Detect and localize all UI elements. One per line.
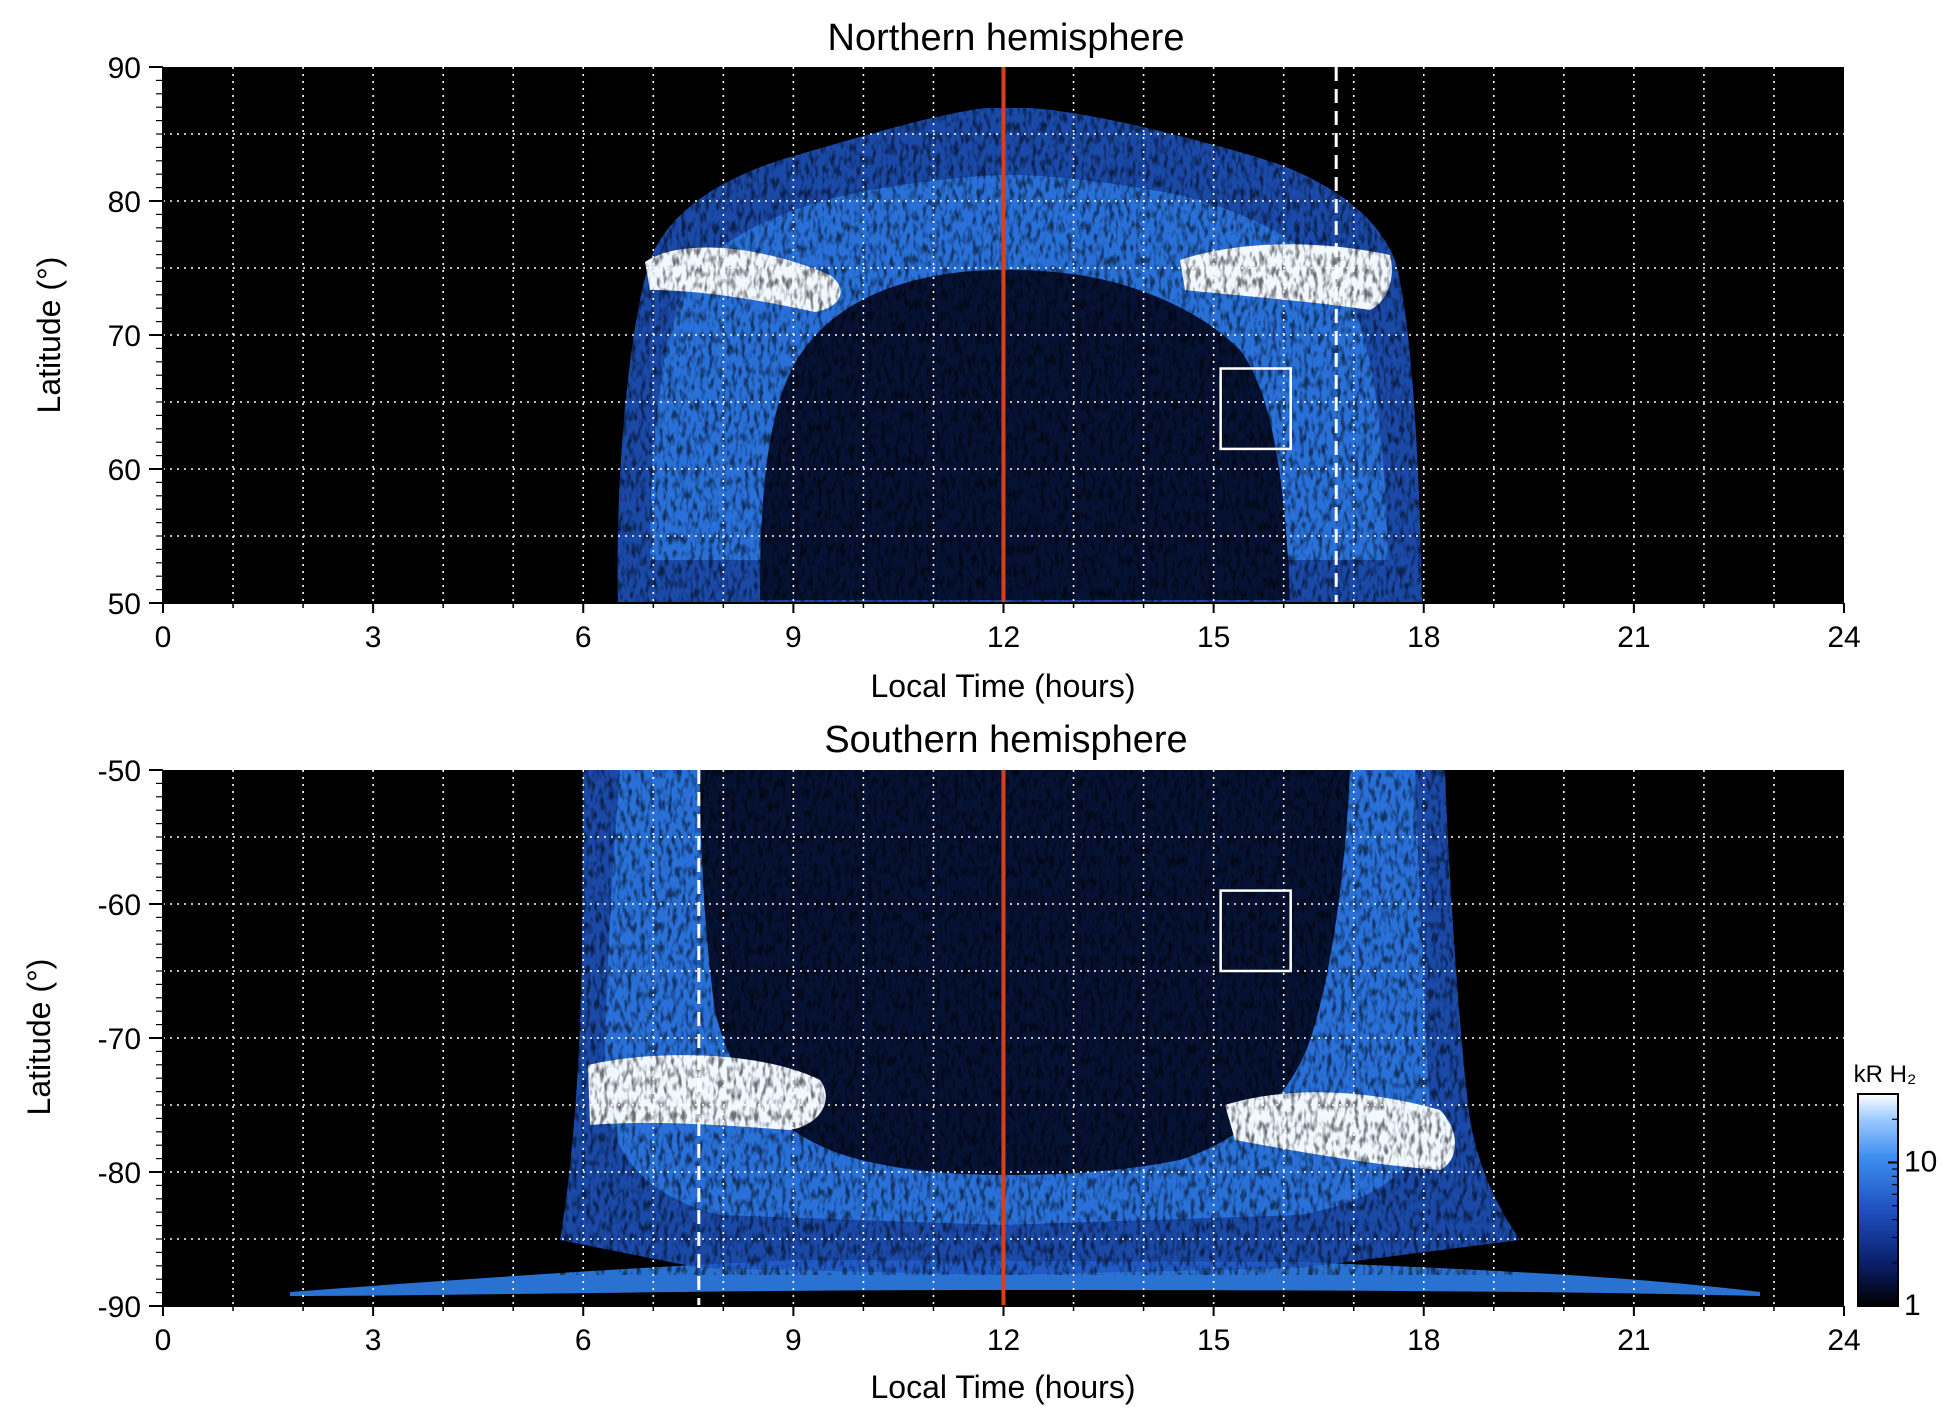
x-tick-label: 15 — [1197, 621, 1230, 654]
polar-floor-streak — [290, 1260, 1760, 1296]
highlight-box — [1219, 889, 1292, 973]
y-tick-label: -90 — [98, 1291, 141, 1324]
minor-ticks-y — [156, 66, 163, 604]
x-tick-label: 3 — [365, 1324, 382, 1357]
colorbar-label: kR H₂ — [1854, 1061, 1917, 1088]
x-tick-label: 12 — [987, 621, 1020, 654]
y-axis-label: Latitude (°) — [31, 257, 67, 414]
y-axis-ticks: -90 -80 -70 -60 -50 — [98, 755, 163, 1324]
y-tick-label: 80 — [108, 186, 141, 219]
x-tick-label: 6 — [575, 1324, 592, 1357]
panel-title: Northern hemisphere — [828, 17, 1185, 59]
x-tick-label: 0 — [155, 621, 172, 654]
y-tick-label: 50 — [108, 588, 141, 621]
panel-south: Southern hemisphere 0 3 6 9 12 15 18 21 24 -90 -8… — [21, 719, 1861, 1405]
y-tick-label: -70 — [98, 1023, 141, 1056]
x-tick-label: 6 — [575, 621, 592, 654]
x-tick-label: 21 — [1617, 1324, 1650, 1357]
y-axis-ticks: 50 60 70 80 90 — [108, 52, 163, 621]
x-tick-label: 9 — [785, 621, 802, 654]
x-tick-label: 24 — [1827, 1324, 1860, 1357]
auroral-emission — [290, 770, 1760, 1296]
x-axis-label: Local Time (hours) — [871, 668, 1136, 704]
y-tick-label: -60 — [98, 889, 141, 922]
y-tick-label: 90 — [108, 52, 141, 85]
x-axis-ticks: 0 3 6 9 12 15 18 21 24 — [155, 1306, 1861, 1357]
y-tick-label: -50 — [98, 755, 141, 788]
x-tick-label: 0 — [155, 1324, 172, 1357]
x-tick-label: 12 — [987, 1324, 1020, 1357]
x-tick-label: 18 — [1407, 621, 1440, 654]
colorbar-tick-label: 10 — [1904, 1145, 1937, 1178]
x-tick-label: 15 — [1197, 1324, 1230, 1357]
x-tick-label: 18 — [1407, 1324, 1440, 1357]
x-tick-label: 21 — [1617, 621, 1650, 654]
y-tick-label: -80 — [98, 1157, 141, 1190]
y-axis-label: Latitude (°) — [21, 959, 57, 1116]
highlight-box — [1219, 367, 1292, 451]
x-tick-label: 24 — [1827, 621, 1860, 654]
x-tick-label: 9 — [785, 1324, 802, 1357]
colorbar-ticks: 1 10 — [1888, 1093, 1937, 1322]
grid-lines — [163, 67, 1844, 603]
x-tick-label: 3 — [365, 621, 382, 654]
y-tick-label: 60 — [108, 454, 141, 487]
auroral-emission — [617, 108, 1422, 603]
panel-north: Northern hemisphere 0 3 6 9 12 15 18 21 24 50 60 7… — [31, 17, 1861, 704]
speckle-texture — [560, 770, 1520, 1275]
y-tick-label: 70 — [108, 320, 141, 353]
colorbar-gradient — [1857, 1093, 1899, 1307]
speckle-texture — [617, 108, 1422, 603]
x-axis-ticks: 0 3 6 9 12 15 18 21 24 — [155, 603, 1861, 654]
panel-title: Southern hemisphere — [824, 719, 1187, 761]
x-axis-label: Local Time (hours) — [871, 1369, 1136, 1405]
colorbar-tick-label: 1 — [1904, 1289, 1921, 1322]
colorbar: kR H₂ 1 10 — [1854, 1061, 1938, 1322]
